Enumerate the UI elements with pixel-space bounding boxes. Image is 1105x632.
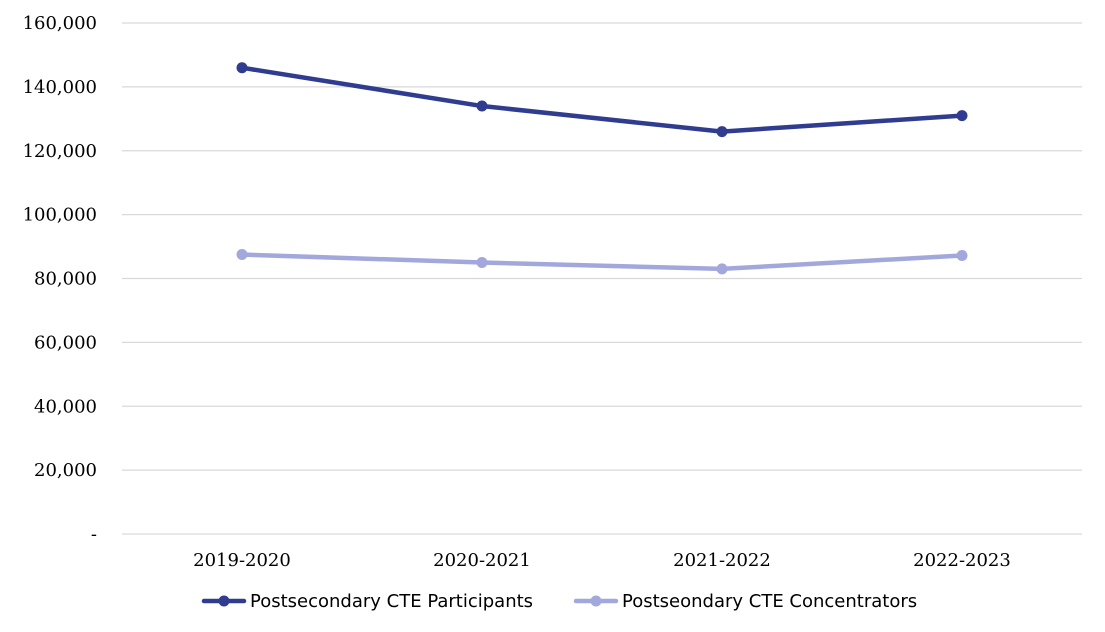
data-point [476,100,488,112]
series-lines [236,62,968,275]
x-tick-label: 2020-2021 [433,550,531,571]
x-tick-label: 2022-2023 [913,550,1011,571]
y-tick-label: 20,000 [34,460,97,481]
y-tick-label: 80,000 [34,269,97,290]
legend-item-1: Postseondary CTE Concentrators [573,591,917,612]
y-tick-label: 160,000 [23,13,97,34]
y-axis-ticks: - 20,000 40,000 60,000 80,000 100,000 120,000 1… [23,13,97,545]
legend-label: Postseondary CTE Concentrators [622,591,917,612]
data-point [956,250,968,262]
series-0 [236,62,968,138]
data-point [716,126,728,138]
data-point [236,249,248,261]
y-tick-label: 140,000 [23,77,97,98]
data-point [956,110,968,122]
legend: Postsecondary CTE Participants Postseonda… [201,591,917,612]
y-tick-label: - [91,524,97,545]
legend-label: Postsecondary CTE Participants [250,591,533,612]
legend-swatch-marker [218,595,230,607]
x-tick-label: 2019-2020 [193,550,291,571]
series-1 [236,249,968,275]
x-tick-label: 2021-2022 [673,550,771,571]
legend-item-0: Postsecondary CTE Participants [201,591,533,612]
y-tick-label: 100,000 [23,205,97,226]
data-point [236,62,248,74]
legend-swatch-marker [590,595,602,607]
series-line [239,252,965,272]
gridlines [122,22,1082,535]
y-tick-label: 120,000 [23,141,97,162]
x-axis-ticks: 2019-2020 2020-2021 2021-2022 2022-2023 [193,550,1011,571]
y-tick-label: 60,000 [34,332,97,353]
data-point [716,263,728,275]
data-point [476,257,488,269]
y-tick-label: 40,000 [34,396,97,417]
series-line [239,65,965,134]
